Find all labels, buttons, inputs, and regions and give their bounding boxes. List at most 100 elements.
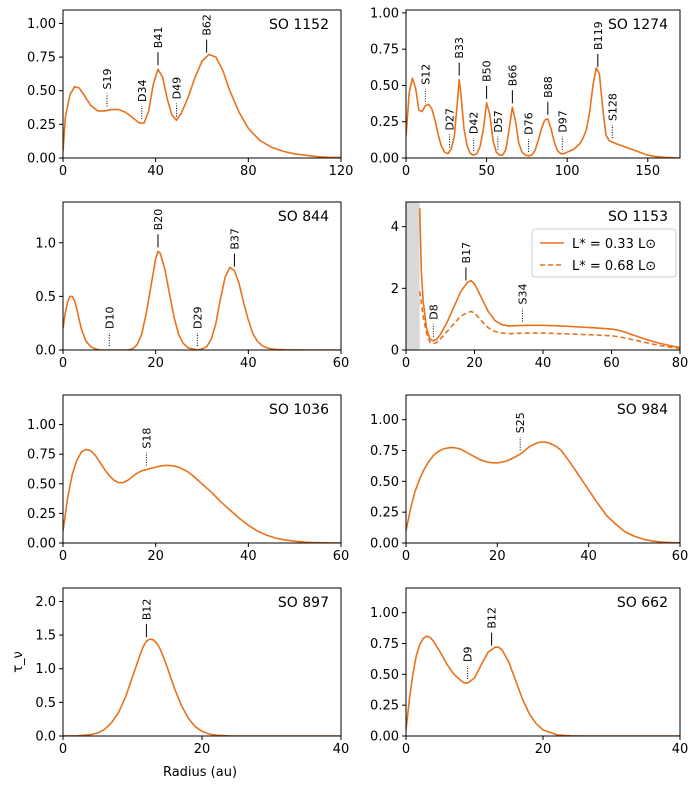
x-tick-label: 40 xyxy=(333,742,350,757)
x-tick-label: 150 xyxy=(635,164,660,179)
series-line-solid xyxy=(406,67,680,158)
panel-title: SO 984 xyxy=(617,402,668,418)
annotation-label: B33 xyxy=(453,37,466,59)
panel-title: SO 897 xyxy=(278,595,329,611)
annotation-label: S25 xyxy=(514,412,527,433)
y-tick-label: 0.25 xyxy=(27,507,56,522)
annotation-label: D10 xyxy=(103,307,116,329)
annotation-label: B12 xyxy=(140,599,153,621)
panel-so1153: 0 20 40 60 80 0 2 4 D8 B17 S34 SO 1153 L* = 0.33 L⊙ L… xyxy=(391,201,689,371)
shaded-region xyxy=(406,202,420,350)
panel-so897: 0 20 40 0.0 0.5 1.0 1.5 2.0 B12 SO 897 xyxy=(35,587,350,757)
y-tick-label: 0.25 xyxy=(370,115,399,130)
x-tick-label: 20 xyxy=(147,356,164,371)
annotation-label: B119 xyxy=(592,21,605,50)
y-tick-label: 0.00 xyxy=(27,537,56,552)
y-tick-label: 1.0 xyxy=(35,236,56,251)
y-tick-label: 0.75 xyxy=(27,448,56,463)
axes-frame xyxy=(62,394,342,544)
x-tick-label: 60 xyxy=(333,549,350,564)
x-axis-label: Radius (au) xyxy=(163,765,237,780)
x-tick-label: 0 xyxy=(59,549,67,564)
y-tick-label: 0.5 xyxy=(35,290,56,305)
y-tick-label: 0.0 xyxy=(35,730,56,745)
panel-title: SO 844 xyxy=(278,209,329,225)
y-tick-label: 0.25 xyxy=(370,699,399,714)
x-tick-label: 0 xyxy=(402,356,410,371)
y-tick-label: 0.50 xyxy=(370,79,399,94)
x-tick-label: 20 xyxy=(147,549,164,564)
annotation-label: B37 xyxy=(228,228,241,250)
x-tick-label: 0 xyxy=(59,356,67,371)
panel-so844: 0 20 40 60 0.0 0.5 1.0 D10 B20 D29 B37 SO 844 xyxy=(35,201,349,371)
x-tick-label: 40 xyxy=(672,742,689,757)
y-axis-label: τ_ν xyxy=(11,651,26,673)
axes-frame xyxy=(405,587,681,737)
x-tick-label: 40 xyxy=(580,549,597,564)
panel-so984: 0 20 40 60 0.00 0.25 0.50 0.75 1.00 S25 SO 984 xyxy=(370,394,689,564)
annotation-label: B88 xyxy=(542,76,555,98)
panel-title: SO 662 xyxy=(617,595,668,611)
panel-so1274: 0 50 100 150 0.00 0.25 0.50 0.75 1.00 S12 D27 B33 D4… xyxy=(370,6,681,179)
x-tick-label: 20 xyxy=(466,356,483,371)
annotation-label: D97 xyxy=(556,110,569,132)
y-tick-label: 1.0 xyxy=(35,662,56,677)
x-tick-label: 100 xyxy=(555,164,580,179)
x-tick-label: 0 xyxy=(59,164,67,179)
series-line-solid xyxy=(418,208,680,349)
x-tick-label: 0 xyxy=(402,164,410,179)
x-tick-label: 120 xyxy=(329,164,354,179)
y-tick-label: 0 xyxy=(391,344,399,359)
panel-so662: 0 20 40 0.00 0.25 0.50 0.75 1.00 D9 B12 SO 662 xyxy=(370,587,689,757)
y-tick-label: 0.00 xyxy=(370,537,399,552)
annotation-label: B17 xyxy=(460,242,473,264)
y-tick-label: 1.00 xyxy=(370,413,399,428)
x-tick-label: 80 xyxy=(672,356,689,371)
x-tick-label: 60 xyxy=(672,549,689,564)
annotation-label: B41 xyxy=(152,27,165,49)
y-tick-label: 0.50 xyxy=(27,84,56,99)
series-line-solid xyxy=(63,53,341,158)
x-tick-label: 40 xyxy=(535,356,552,371)
x-tick-label: 50 xyxy=(478,164,495,179)
y-tick-label: 0.00 xyxy=(370,152,399,167)
x-tick-label: 20 xyxy=(194,742,211,757)
x-tick-label: 40 xyxy=(240,356,257,371)
x-tick-label: 20 xyxy=(535,742,552,757)
legend-label: L* = 0.33 L⊙ xyxy=(572,237,656,252)
y-tick-label: 0.00 xyxy=(27,152,56,167)
y-tick-label: 0.75 xyxy=(370,637,399,652)
panel-title: SO 1152 xyxy=(269,17,329,33)
x-tick-label: 60 xyxy=(603,356,620,371)
annotation-label: S128 xyxy=(606,93,619,121)
x-tick-label: 20 xyxy=(489,549,506,564)
annotation-label: S18 xyxy=(140,428,153,449)
axes-frame xyxy=(62,9,342,159)
y-tick-label: 1.00 xyxy=(27,17,56,32)
y-tick-label: 2.0 xyxy=(35,595,56,610)
annotation-label: D42 xyxy=(468,112,481,134)
y-tick-label: 0.50 xyxy=(370,475,399,490)
series-line-solid xyxy=(63,250,341,350)
series-line-solid xyxy=(63,638,341,736)
y-tick-label: 0.75 xyxy=(27,51,56,66)
y-tick-label: 1.00 xyxy=(370,606,399,621)
y-tick-label: 0.75 xyxy=(370,43,399,58)
y-tick-label: 0.5 xyxy=(35,696,56,711)
y-tick-label: 0.0 xyxy=(35,344,56,359)
annotation-label: B62 xyxy=(201,14,214,36)
y-tick-label: 0.00 xyxy=(370,730,399,745)
axes-frame xyxy=(405,201,681,351)
annotation-label: D76 xyxy=(522,112,535,134)
annotation-label: S12 xyxy=(419,64,432,85)
series-line-solid xyxy=(406,635,680,736)
panel-title: SO 1036 xyxy=(269,402,329,418)
y-tick-label: 1.00 xyxy=(27,418,56,433)
annotation-label: B20 xyxy=(152,209,165,231)
y-tick-label: 1.00 xyxy=(370,6,399,21)
y-tick-label: 2 xyxy=(391,282,399,297)
axes-frame xyxy=(405,9,681,159)
annotation-label: B50 xyxy=(481,60,494,82)
y-tick-label: 0.25 xyxy=(370,506,399,521)
